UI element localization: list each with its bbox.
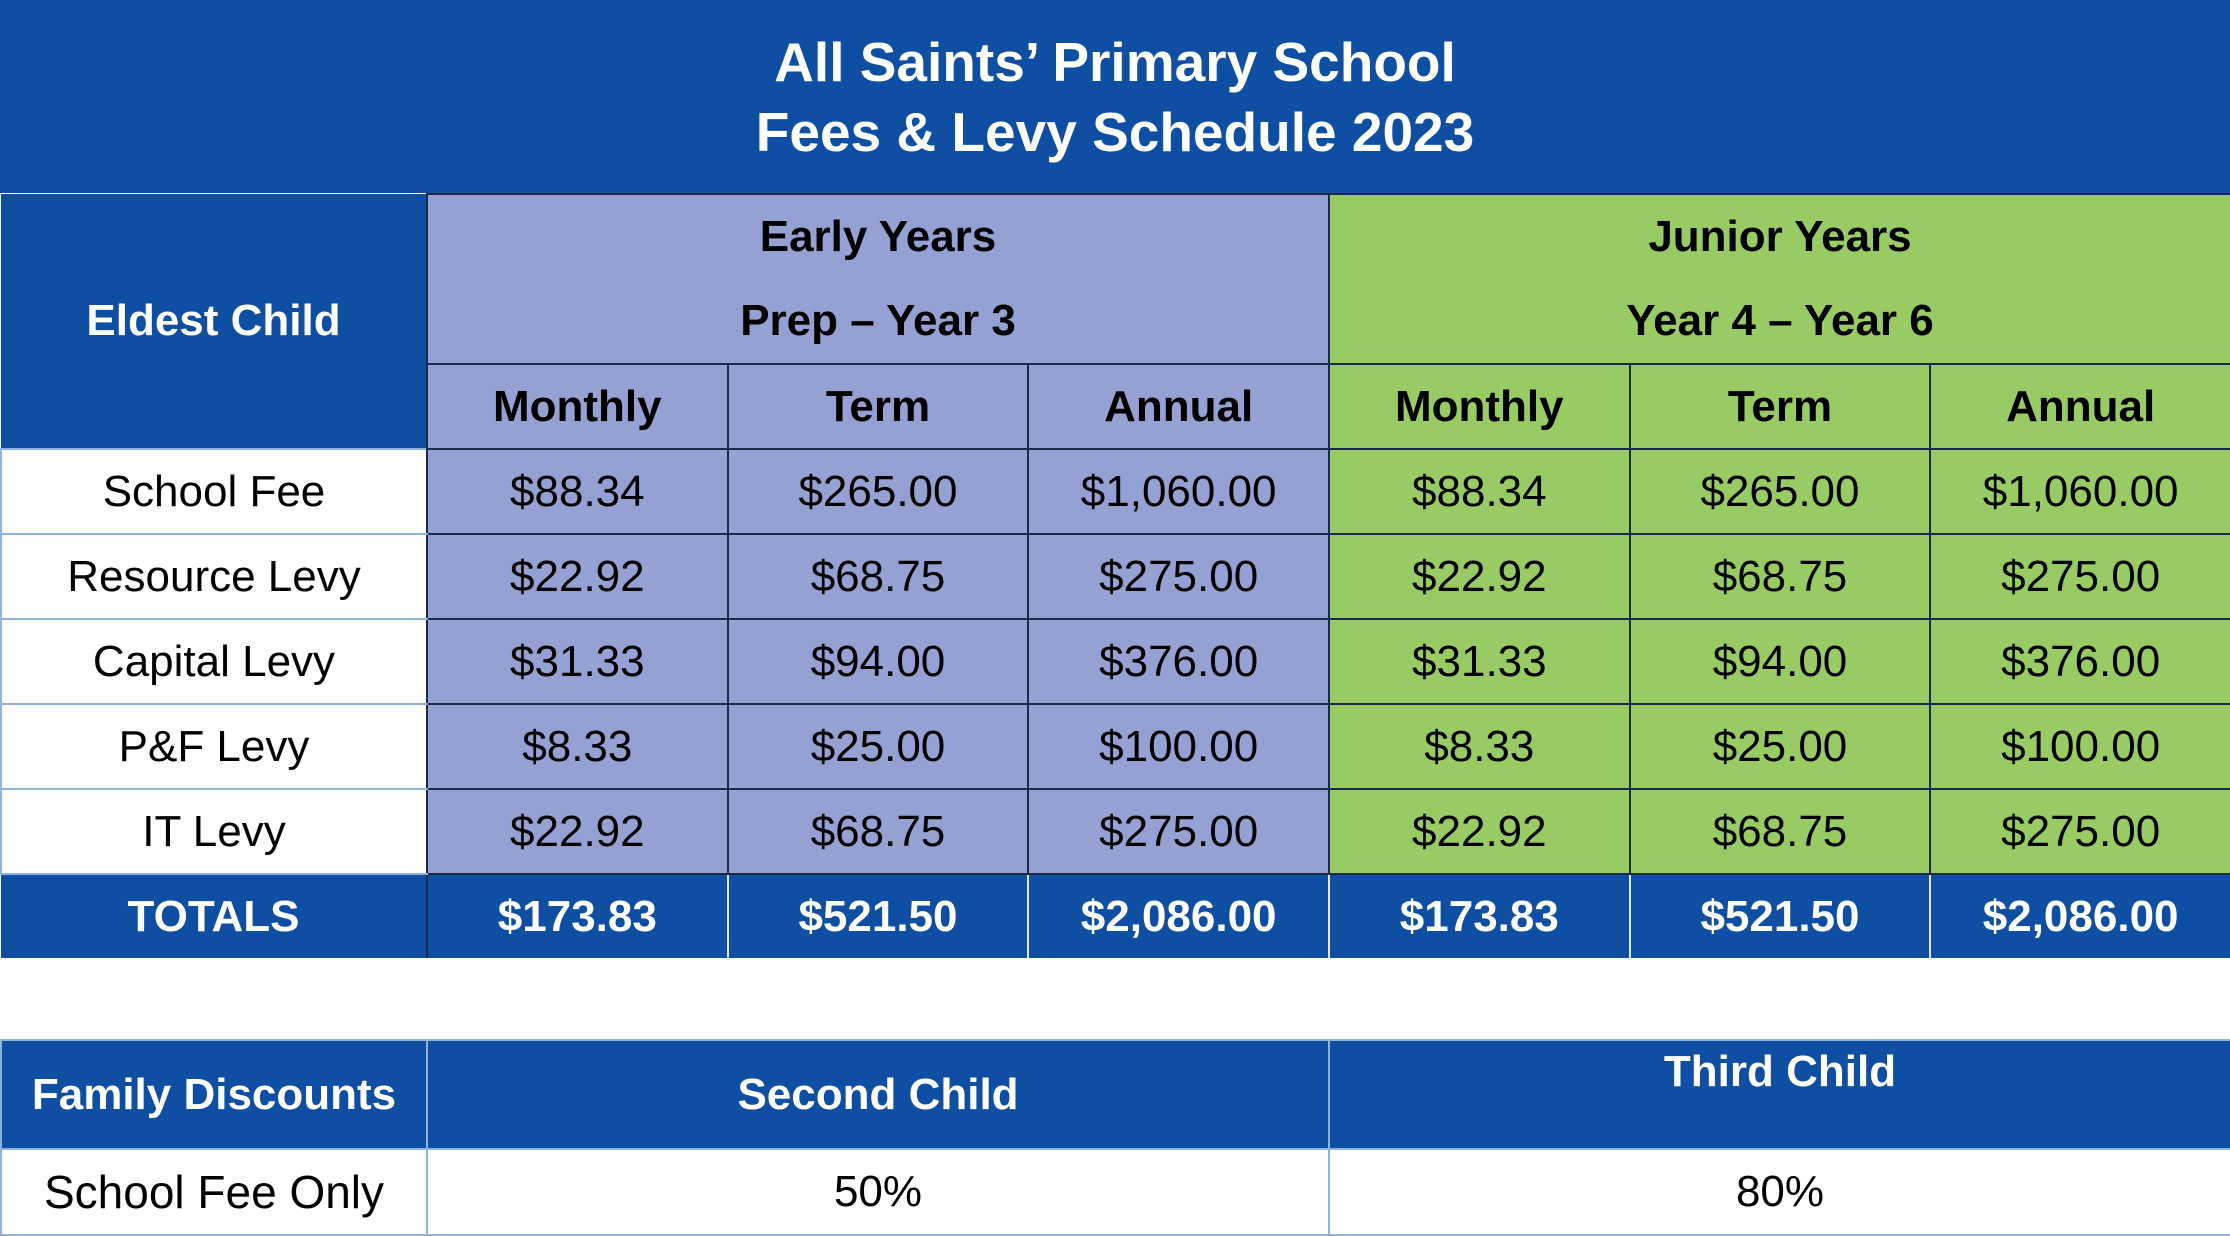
table-row: School Fee $88.34 $265.00 $1,060.00 $88.…: [0, 448, 2230, 535]
table-cell: $8.33: [1328, 703, 1631, 790]
table-cell: $275.00: [1929, 788, 2230, 875]
early-years-header: Early Years Prep – Year 3: [426, 193, 1330, 365]
table-cell: $275.00: [1027, 533, 1330, 620]
group-header-row: Eldest Child Early Years Prep – Year 3 J…: [1, 193, 2230, 449]
table-cell: $94.00: [1628, 618, 1932, 705]
school-fee-only-label: School Fee Only: [0, 1148, 428, 1236]
second-child-header: Second Child: [426, 1039, 1330, 1150]
table-row: Resource Levy $22.92 $68.75 $275.00 $22.…: [0, 533, 2230, 620]
table-cell: $265.00: [1628, 448, 1932, 535]
row-label-school-fee: School Fee: [0, 448, 428, 535]
junior-monthly-header: Monthly: [1328, 363, 1631, 450]
table-cell: $22.92: [426, 788, 729, 875]
table-cell: $68.75: [1628, 533, 1932, 620]
table-row: IT Levy $22.92 $68.75 $275.00 $22.92 $68…: [0, 788, 2230, 875]
totals-label: TOTALS: [1, 874, 428, 958]
early-years-range: Prep – Year 3: [740, 296, 1016, 345]
row-label-it-levy: IT Levy: [0, 788, 428, 875]
eldest-child-header: Eldest Child: [1, 194, 428, 449]
total-early-annual: $2,086.00: [1027, 874, 1330, 958]
table-row: Capital Levy $31.33 $94.00 $376.00 $31.3…: [0, 618, 2230, 705]
junior-years-name: Junior Years: [1648, 212, 1912, 261]
junior-years-header: Junior Years Year 4 – Year 6: [1328, 193, 2230, 365]
table-cell: $275.00: [1027, 788, 1330, 875]
discounts-header-row: Family Discounts Second Child Third Chil…: [0, 1039, 2230, 1150]
junior-term-header: Term: [1628, 363, 1932, 450]
table-cell: $8.33: [426, 703, 729, 790]
table-cell: $22.92: [1328, 533, 1631, 620]
title-banner: All Saints’ Primary School Fees & Levy S…: [0, 0, 2230, 193]
table-cell: $68.75: [726, 533, 1030, 620]
table-cell: $265.00: [726, 448, 1030, 535]
second-child-discount: 50%: [426, 1148, 1330, 1236]
period-header-row: Monthly Term Annual Monthly Term Annual: [1, 363, 2230, 450]
table-cell: $31.33: [426, 618, 729, 705]
table-cell: $25.00: [726, 703, 1030, 790]
total-junior-annual: $2,086.00: [1929, 874, 2230, 958]
table-cell: $100.00: [1929, 703, 2230, 790]
totals-row: TOTALS $173.83 $521.50 $2,086.00 $173.83…: [1, 874, 2230, 958]
early-years-name: Early Years: [759, 212, 997, 261]
table-cell: $88.34: [426, 448, 729, 535]
total-junior-monthly: $173.83: [1328, 874, 1631, 958]
family-discounts-table: Family Discounts Second Child Third Chil…: [0, 1039, 2230, 1236]
table-cell: $31.33: [1328, 618, 1631, 705]
third-child-discount: 80%: [1328, 1148, 2230, 1236]
table-cell: $275.00: [1929, 533, 2230, 620]
table-cell: $1,060.00: [1929, 448, 2230, 535]
schedule-title: Fees & Levy Schedule 2023: [755, 100, 1475, 163]
third-child-header: Third Child: [1328, 1039, 2230, 1150]
junior-annual-header: Annual: [1929, 363, 2230, 450]
school-name-title: All Saints’ Primary School: [774, 30, 1456, 93]
early-monthly-header: Monthly: [426, 363, 729, 450]
table-row: School Fee Only 50% 80%: [0, 1148, 2230, 1236]
table-cell: $1,060.00: [1027, 448, 1330, 535]
table-cell: $68.75: [726, 788, 1030, 875]
table-cell: $25.00: [1628, 703, 1932, 790]
table-cell: $376.00: [1929, 618, 2230, 705]
early-annual-header: Annual: [1027, 363, 1330, 450]
family-discounts-header: Family Discounts: [0, 1039, 428, 1150]
table-row: P&F Levy $8.33 $25.00 $100.00 $8.33 $25.…: [0, 703, 2230, 790]
table-cell: $22.92: [1328, 788, 1631, 875]
row-label-resource-levy: Resource Levy: [0, 533, 428, 620]
row-label-capital-levy: Capital Levy: [0, 618, 428, 705]
table-cell: $376.00: [1027, 618, 1330, 705]
table-cell: $22.92: [426, 533, 729, 620]
total-early-monthly: $173.83: [426, 874, 729, 958]
table-cell: $88.34: [1328, 448, 1631, 535]
total-early-term: $521.50: [726, 874, 1030, 958]
fees-table: Eldest Child Early Years Prep – Year 3 J…: [0, 193, 2230, 958]
early-term-header: Term: [726, 363, 1030, 450]
total-junior-term: $521.50: [1628, 874, 1932, 958]
row-label-pf-levy: P&F Levy: [0, 703, 428, 790]
junior-years-range: Year 4 – Year 6: [1626, 296, 1934, 345]
table-cell: $100.00: [1027, 703, 1330, 790]
table-cell: $68.75: [1628, 788, 1932, 875]
table-cell: $94.00: [726, 618, 1030, 705]
